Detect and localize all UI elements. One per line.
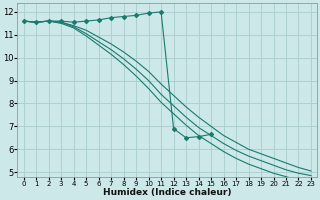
- X-axis label: Humidex (Indice chaleur): Humidex (Indice chaleur): [103, 188, 232, 197]
